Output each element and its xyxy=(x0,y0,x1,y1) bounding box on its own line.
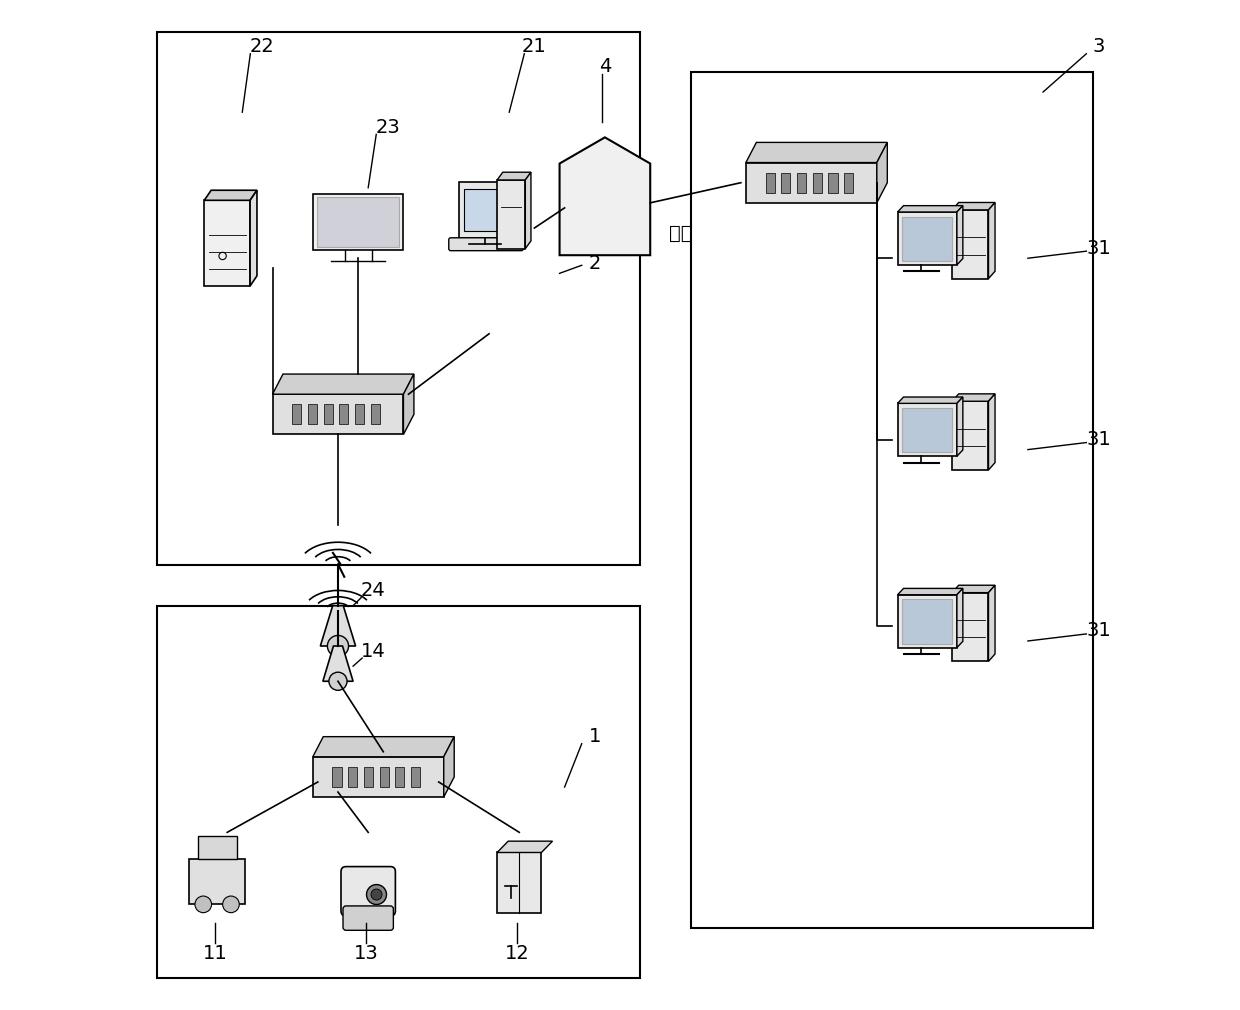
Polygon shape xyxy=(273,374,414,394)
Bar xyxy=(410,767,420,787)
Bar xyxy=(324,404,332,424)
Bar xyxy=(317,197,399,247)
Text: 31: 31 xyxy=(1086,430,1111,449)
Polygon shape xyxy=(312,736,454,756)
Text: 31: 31 xyxy=(1086,238,1111,258)
Bar xyxy=(355,404,365,424)
Polygon shape xyxy=(559,137,650,256)
Polygon shape xyxy=(898,589,962,595)
Polygon shape xyxy=(988,202,994,279)
Bar xyxy=(371,404,379,424)
Polygon shape xyxy=(322,646,353,682)
Circle shape xyxy=(195,896,212,913)
Text: 22: 22 xyxy=(250,37,275,57)
Text: 14: 14 xyxy=(361,641,386,661)
Polygon shape xyxy=(444,736,454,797)
Polygon shape xyxy=(952,202,994,210)
Bar xyxy=(363,767,373,787)
Circle shape xyxy=(371,889,382,900)
Text: 11: 11 xyxy=(202,943,227,963)
Bar xyxy=(332,767,341,787)
Circle shape xyxy=(367,885,387,905)
Polygon shape xyxy=(877,142,888,203)
Bar xyxy=(898,212,957,265)
Polygon shape xyxy=(957,589,962,647)
Bar xyxy=(812,173,822,193)
Bar xyxy=(205,200,250,286)
FancyBboxPatch shape xyxy=(343,906,393,930)
Bar xyxy=(903,600,952,643)
Text: 21: 21 xyxy=(522,37,547,57)
Bar xyxy=(459,182,525,237)
FancyBboxPatch shape xyxy=(449,237,523,250)
Bar xyxy=(308,404,317,424)
Polygon shape xyxy=(526,173,531,248)
Bar xyxy=(464,189,520,231)
Bar xyxy=(396,767,404,787)
Polygon shape xyxy=(403,374,414,434)
Bar xyxy=(293,404,301,424)
Bar xyxy=(312,194,403,249)
Text: 2: 2 xyxy=(589,254,601,273)
Polygon shape xyxy=(320,606,356,646)
Polygon shape xyxy=(898,397,962,403)
Polygon shape xyxy=(952,394,994,401)
Polygon shape xyxy=(497,173,531,180)
Polygon shape xyxy=(746,142,888,163)
Bar xyxy=(797,173,806,193)
Text: 1: 1 xyxy=(589,727,601,746)
Polygon shape xyxy=(898,206,962,212)
Bar xyxy=(781,173,790,193)
Bar xyxy=(156,606,640,979)
Bar xyxy=(312,756,444,797)
Bar xyxy=(273,394,403,434)
Bar xyxy=(903,408,952,452)
Polygon shape xyxy=(250,190,257,286)
Bar xyxy=(765,173,775,193)
Bar xyxy=(828,173,837,193)
Bar xyxy=(746,163,877,203)
Circle shape xyxy=(223,896,239,913)
Polygon shape xyxy=(988,585,994,662)
Polygon shape xyxy=(205,190,257,200)
Bar xyxy=(898,595,957,647)
Bar xyxy=(898,403,957,457)
Polygon shape xyxy=(988,394,994,470)
Circle shape xyxy=(329,673,347,690)
Polygon shape xyxy=(957,397,962,457)
Text: 12: 12 xyxy=(505,943,529,963)
Bar xyxy=(197,835,237,858)
Bar xyxy=(844,173,853,193)
Polygon shape xyxy=(952,585,994,593)
Bar xyxy=(952,593,988,662)
Bar xyxy=(903,217,952,261)
Bar xyxy=(190,858,244,904)
Text: 23: 23 xyxy=(376,118,401,136)
Bar xyxy=(156,31,640,566)
Bar xyxy=(497,852,542,913)
Bar xyxy=(691,72,1094,928)
Bar xyxy=(952,401,988,470)
Bar xyxy=(952,210,988,279)
Polygon shape xyxy=(957,206,962,265)
Text: 13: 13 xyxy=(353,943,378,963)
Bar xyxy=(348,767,357,787)
FancyBboxPatch shape xyxy=(341,867,396,916)
Polygon shape xyxy=(497,841,553,852)
Text: 3: 3 xyxy=(1092,37,1105,57)
Bar xyxy=(497,180,526,248)
Text: 31: 31 xyxy=(1086,621,1111,640)
Text: 4: 4 xyxy=(599,58,611,77)
Bar xyxy=(340,404,348,424)
Text: 专网: 专网 xyxy=(668,223,692,242)
Text: 24: 24 xyxy=(361,581,386,600)
Bar xyxy=(379,767,389,787)
Circle shape xyxy=(327,635,348,656)
